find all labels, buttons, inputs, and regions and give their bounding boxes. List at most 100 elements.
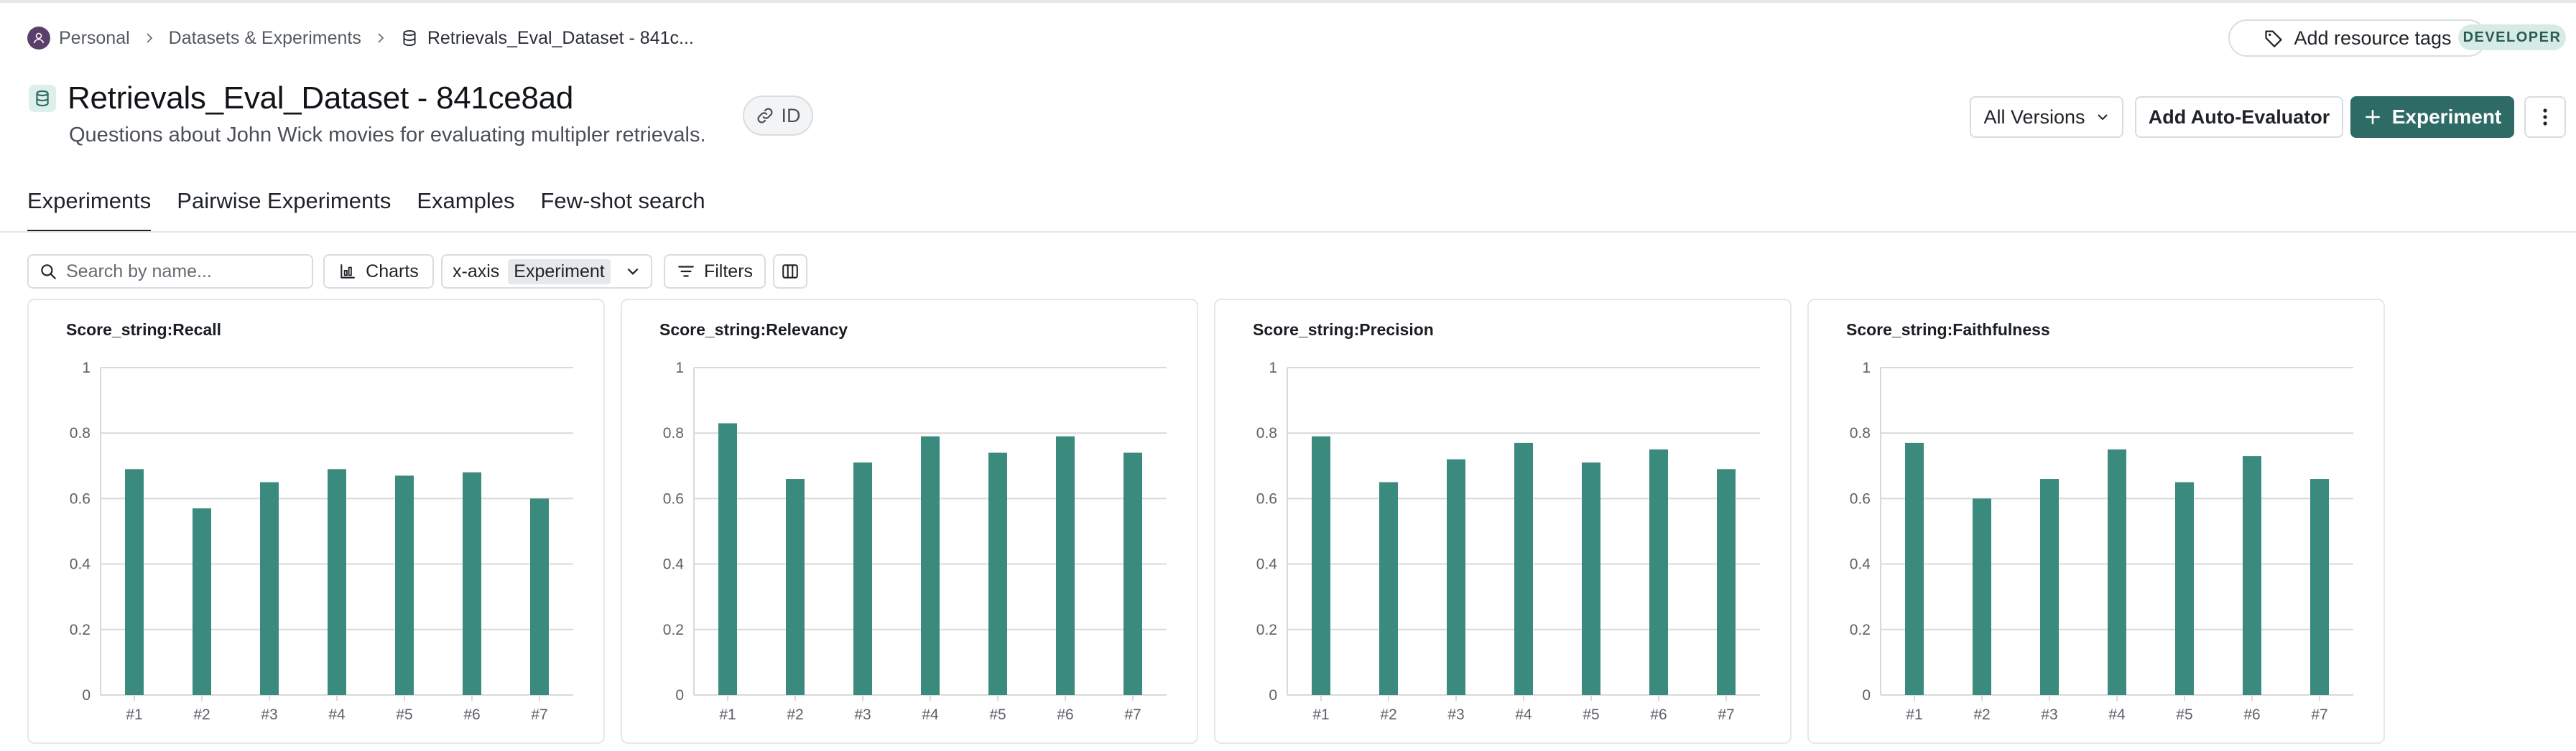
columns-icon [781, 262, 800, 281]
columns-button[interactable] [773, 254, 807, 289]
database-icon [400, 29, 419, 47]
bar [1123, 452, 1142, 695]
search-input[interactable] [66, 261, 296, 282]
x-tick-label: #2 [787, 706, 803, 723]
bar [1447, 459, 1465, 695]
database-icon [29, 85, 56, 112]
bar [530, 498, 549, 695]
copy-id-button[interactable]: ID [743, 95, 813, 136]
experiment-label: Experiment [2391, 106, 2502, 128]
chart-card-recall: 0 0.2 0.4 0.6 0.8 1 #1 #2 #3 #4 #5 #6 #7 Score_strin… [27, 299, 605, 744]
chart-card-precision: 0 0.2 0.4 0.6 0.8 1 #1 #2 #3 #4 #5 #6 #7 Score_strin… [1214, 299, 1792, 744]
tab-pairwise-experiments[interactable]: Pairwise Experiments [177, 188, 392, 213]
y-tick-label: 0.8 [663, 425, 684, 442]
plus-icon [2363, 108, 2382, 126]
y-tick-label: 0.4 [1256, 556, 1278, 573]
chart-card-faithfulness: 0 0.2 0.4 0.6 0.8 1 #1 #2 #3 #4 #5 #6 #7 Score_strin… [1807, 299, 2385, 744]
user-icon[interactable] [27, 27, 50, 50]
y-tick-label: 1 [1269, 360, 1277, 376]
chart-title: Score_string:Relevancy [659, 320, 848, 339]
x-tick-label: #4 [328, 706, 346, 723]
y-tick-label: 0 [675, 687, 684, 704]
y-tick-label: 0.4 [70, 556, 91, 573]
chart-icon [338, 262, 357, 281]
chart-plot: 0 0.2 0.4 0.6 0.8 1 #1 #2 #3 #4 #5 #6 #7 [1850, 360, 2353, 723]
y-tick-label: 1 [675, 360, 684, 376]
chart-plot: 0 0.2 0.4 0.6 0.8 1 #1 #2 #3 #4 #5 #6 #7 [70, 360, 573, 723]
x-tick-label: #1 [1312, 706, 1329, 723]
x-tick-label: #4 [2108, 706, 2126, 723]
y-tick-label: 0.6 [663, 490, 684, 507]
bar [988, 452, 1007, 695]
link-icon [756, 106, 774, 125]
filters-label: Filters [703, 261, 754, 281]
y-tick-label: 0.2 [1850, 622, 1871, 638]
y-tick-label: 0.6 [1256, 490, 1277, 507]
chart-card-relevancy: 0 0.2 0.4 0.6 0.8 1 #1 #2 #3 #4 #5 #6 #7 Score_strin… [621, 299, 1198, 744]
tab-few-shot-search[interactable]: Few-shot search [540, 188, 705, 213]
x-axis-select[interactable]: x-axis Experiment [441, 254, 652, 289]
add-resource-tags-button[interactable]: Add resource tags [2228, 19, 2487, 57]
versions-label: All Versions [1983, 106, 2085, 128]
breadcrumb: Personal Datasets & Experiments Retrieva… [27, 26, 694, 50]
bar [260, 482, 279, 695]
more-options-button[interactable] [2524, 96, 2566, 138]
bar [1649, 449, 1668, 695]
bar [2243, 456, 2261, 695]
x-tick-label: #4 [1515, 706, 1532, 723]
page-title: Retrievals_Eval_Dataset - 841ce8ad [68, 80, 573, 116]
y-tick-label: 0.8 [70, 425, 91, 442]
x-tick-label: #1 [126, 706, 142, 723]
y-tick-label: 0.4 [663, 556, 685, 573]
x-tick-label: #3 [2041, 706, 2057, 723]
x-tick-label: #3 [1447, 706, 1464, 723]
tab-experiments[interactable]: Experiments [27, 188, 152, 233]
y-tick-label: 0.2 [663, 622, 684, 638]
chart-plot: 0 0.2 0.4 0.6 0.8 1 #1 #2 #3 #4 #5 #6 #7 [1256, 360, 1760, 723]
top-border [0, 0, 2576, 3]
x-tick-label: #5 [396, 706, 412, 723]
bar [786, 479, 805, 695]
x-tick-label: #5 [1583, 706, 1599, 723]
chart-title: Score_string:Precision [1253, 320, 1434, 339]
add-auto-evaluator-button[interactable]: Add Auto-Evaluator [2135, 96, 2343, 138]
tab-bar: Experiments Pairwise Experiments Example… [27, 188, 731, 233]
bar [1514, 442, 1533, 695]
bar [1312, 436, 1330, 695]
y-tick-label: 0.4 [1850, 556, 1871, 573]
bar [2310, 479, 2329, 695]
x-tick-label: #6 [2243, 706, 2260, 723]
x-tick-label: #1 [1906, 706, 1922, 723]
new-experiment-button[interactable]: Experiment [2350, 96, 2514, 138]
y-tick-label: 0.6 [1850, 490, 1871, 507]
tab-examples[interactable]: Examples [417, 188, 515, 213]
bar [125, 469, 144, 695]
x-axis-value: Experiment [508, 258, 611, 284]
id-label: ID [781, 104, 801, 126]
x-tick-label: #7 [1124, 706, 1141, 723]
breadcrumb-personal[interactable]: Personal [59, 27, 130, 48]
x-tick-label: #3 [261, 706, 277, 723]
bar [2040, 479, 2059, 695]
x-tick-label: #2 [193, 706, 210, 723]
tabs-divider [0, 231, 2576, 233]
breadcrumb-datasets[interactable]: Datasets & Experiments [168, 27, 361, 48]
filters-button[interactable]: Filters [664, 254, 766, 289]
x-tick-label: #2 [1973, 706, 1990, 723]
versions-dropdown[interactable]: All Versions [1970, 96, 2123, 138]
bar [718, 423, 737, 695]
bar [2108, 449, 2126, 695]
charts-button[interactable]: Charts [323, 254, 434, 289]
filter-icon [677, 262, 695, 281]
breadcrumb-current[interactable]: Retrievals_Eval_Dataset - 841c... [427, 27, 694, 48]
tag-icon [2264, 28, 2284, 48]
chevron-down-icon [2095, 110, 2110, 124]
bar [921, 436, 940, 695]
x-tick-label: #7 [2311, 706, 2327, 723]
search-icon [39, 262, 57, 281]
y-tick-label: 1 [1862, 360, 1871, 376]
add-resource-tags-label: Add resource tags [2294, 27, 2452, 49]
chevron-down-icon [619, 263, 641, 279]
bar [463, 472, 481, 695]
page-description: Questions about John Wick movies for eva… [69, 123, 706, 146]
